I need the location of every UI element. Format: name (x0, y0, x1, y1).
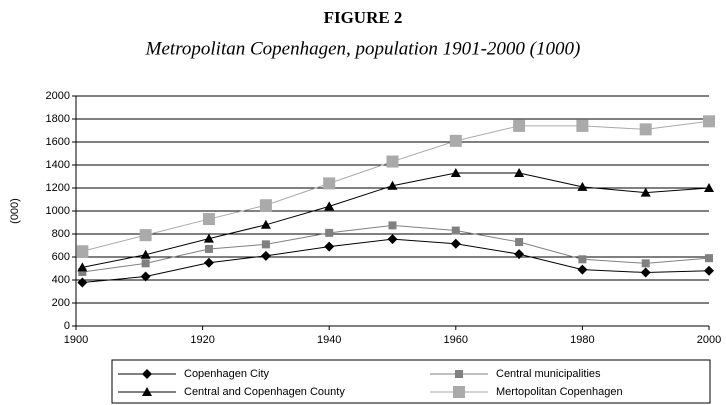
x-tick-label: 1900 (64, 334, 88, 346)
series-line (82, 238, 710, 284)
marker (514, 168, 525, 178)
chart-subtitle: Metropolitan Copenhagen, population 1901… (145, 38, 581, 59)
marker (703, 115, 715, 128)
x-tick-label: 1960 (444, 334, 468, 346)
marker (576, 119, 589, 132)
marker (577, 181, 588, 191)
y-tick-label: 800 (52, 228, 70, 240)
marker (202, 213, 215, 226)
marker (203, 233, 214, 243)
y-axis-label: (000) (9, 198, 21, 224)
marker (515, 238, 524, 247)
legend-marker (453, 386, 465, 398)
marker (704, 265, 714, 276)
marker (139, 229, 152, 242)
marker (386, 155, 399, 168)
marker (704, 183, 714, 192)
marker (204, 244, 213, 253)
marker (640, 187, 651, 197)
marker (259, 199, 272, 212)
x-tick-label: 2000 (697, 334, 721, 346)
chart-title: FIGURE 2 (324, 8, 403, 27)
y-tick-label: 0 (64, 320, 70, 332)
y-tick-label: 1800 (46, 113, 70, 125)
y-tick-label: 1200 (46, 182, 70, 194)
y-tick-label: 1000 (46, 205, 70, 217)
marker (141, 259, 150, 268)
y-tick-label: 400 (52, 274, 70, 286)
marker (140, 271, 151, 282)
legend-marker (142, 387, 152, 396)
legend-label: Central and Copenhagen County (184, 386, 345, 398)
marker (387, 180, 398, 190)
legend-label: Copenhagen City (184, 368, 270, 380)
marker (450, 238, 461, 249)
x-tick-label: 1940 (317, 334, 341, 346)
legend-box (111, 359, 711, 404)
y-tick-label: 1400 (46, 159, 70, 171)
marker (640, 267, 651, 278)
marker (260, 219, 271, 229)
y-tick-label: 2000 (46, 90, 70, 102)
marker (641, 259, 650, 268)
marker (513, 119, 526, 132)
y-tick-label: 200 (52, 297, 70, 309)
x-tick-label: 1920 (190, 334, 214, 346)
legend-marker (142, 369, 152, 379)
marker (77, 262, 88, 272)
legend-label: Mertopolitan Copenhagen (496, 386, 623, 398)
marker (451, 226, 460, 235)
marker (705, 254, 713, 263)
legend-marker (455, 370, 463, 378)
marker (324, 241, 335, 252)
marker (577, 264, 588, 275)
marker (450, 168, 461, 178)
marker (203, 257, 214, 268)
marker (324, 201, 335, 211)
marker (260, 250, 271, 261)
y-tick-label: 600 (52, 251, 70, 263)
y-tick-label: 1600 (46, 136, 70, 148)
marker (77, 277, 88, 288)
x-tick-label: 1980 (570, 334, 594, 346)
marker (449, 134, 462, 147)
marker (323, 177, 336, 190)
legend-label: Central municipalities (496, 368, 601, 380)
marker (140, 249, 151, 259)
marker (325, 228, 334, 237)
marker (639, 123, 652, 136)
marker (76, 245, 89, 258)
marker (388, 221, 397, 230)
marker (261, 240, 270, 249)
series-line (82, 224, 710, 273)
marker (387, 234, 398, 245)
marker (514, 249, 525, 260)
marker (578, 255, 587, 264)
marker (78, 267, 87, 276)
series-line (82, 120, 710, 252)
